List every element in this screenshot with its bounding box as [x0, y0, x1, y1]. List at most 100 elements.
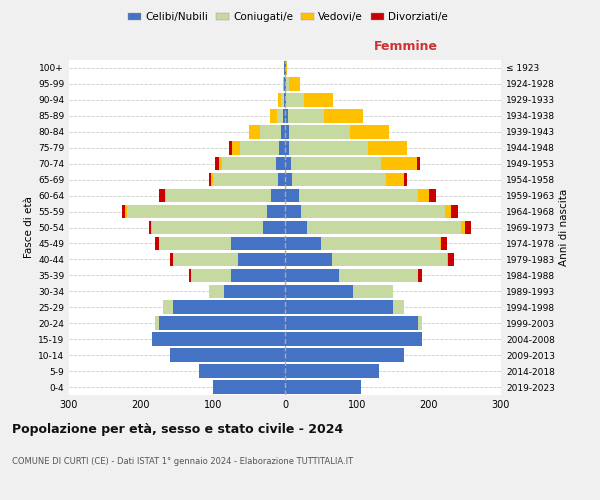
Bar	[155, 316, 159, 330]
Bar	[321, 236, 440, 250]
Bar	[324, 109, 364, 122]
Bar	[285, 332, 422, 346]
Bar	[209, 284, 224, 298]
Bar	[281, 93, 284, 106]
Bar	[271, 189, 285, 202]
Bar	[285, 380, 361, 394]
Bar	[368, 141, 407, 154]
Bar	[451, 205, 458, 218]
Bar	[159, 236, 231, 250]
Bar	[263, 220, 285, 234]
Bar	[281, 125, 285, 138]
Bar	[417, 157, 421, 170]
Bar	[285, 173, 292, 186]
Bar	[285, 125, 289, 138]
Bar	[440, 236, 441, 250]
Bar	[441, 236, 447, 250]
Bar	[278, 93, 281, 106]
Bar	[231, 268, 285, 282]
Bar	[291, 157, 381, 170]
Bar	[191, 268, 231, 282]
Bar	[151, 220, 152, 234]
Bar	[288, 109, 324, 122]
Bar	[231, 236, 285, 250]
Bar	[285, 93, 286, 106]
Y-axis label: Fasce di età: Fasce di età	[24, 196, 34, 258]
Bar	[332, 252, 447, 266]
Bar	[304, 93, 333, 106]
Bar	[418, 268, 422, 282]
Bar	[173, 252, 238, 266]
Bar	[283, 109, 285, 122]
Bar	[260, 125, 281, 138]
Bar	[448, 252, 454, 266]
Bar	[285, 348, 404, 362]
Bar	[353, 284, 393, 298]
Bar	[155, 236, 159, 250]
Bar	[249, 125, 260, 138]
Bar	[286, 77, 289, 90]
Bar	[301, 205, 445, 218]
Bar	[289, 141, 368, 154]
Text: Popolazione per età, sesso e stato civile - 2024: Popolazione per età, sesso e stato civil…	[12, 422, 343, 436]
Bar	[465, 220, 471, 234]
Bar	[125, 205, 127, 218]
Bar	[289, 77, 300, 90]
Bar	[159, 189, 165, 202]
Bar	[307, 220, 461, 234]
Bar	[404, 173, 407, 186]
Bar	[285, 189, 299, 202]
Bar	[165, 189, 166, 202]
Bar	[219, 157, 223, 170]
Bar	[286, 93, 304, 106]
Bar	[189, 268, 191, 282]
Bar	[215, 157, 219, 170]
Bar	[209, 173, 211, 186]
Bar	[277, 109, 283, 122]
Bar	[232, 141, 239, 154]
Bar	[286, 61, 287, 75]
Bar	[213, 380, 285, 394]
Bar	[170, 348, 285, 362]
Bar	[418, 189, 429, 202]
Bar	[285, 236, 321, 250]
Bar	[284, 77, 285, 90]
Bar	[284, 61, 285, 75]
Bar	[239, 141, 279, 154]
Bar	[278, 173, 285, 186]
Bar	[159, 316, 285, 330]
Bar	[393, 300, 404, 314]
Bar	[285, 316, 418, 330]
Bar	[163, 300, 173, 314]
Bar	[285, 284, 353, 298]
Bar	[166, 189, 271, 202]
Bar	[386, 173, 404, 186]
Bar	[284, 93, 285, 106]
Bar	[285, 109, 288, 122]
Bar	[285, 268, 339, 282]
Bar	[152, 332, 285, 346]
Text: COMUNE DI CURTI (CE) - Dati ISTAT 1° gennaio 2024 - Elaborazione TUTTITALIA.IT: COMUNE DI CURTI (CE) - Dati ISTAT 1° gen…	[12, 458, 353, 466]
Bar	[285, 364, 379, 378]
Bar	[285, 77, 286, 90]
Bar	[292, 173, 386, 186]
Bar	[279, 141, 285, 154]
Bar	[149, 220, 151, 234]
Bar	[238, 252, 285, 266]
Bar	[122, 205, 125, 218]
Bar	[229, 141, 232, 154]
Bar	[285, 220, 307, 234]
Bar	[461, 220, 465, 234]
Bar	[285, 61, 286, 75]
Bar	[127, 205, 267, 218]
Bar	[270, 109, 277, 122]
Bar	[224, 284, 285, 298]
Bar	[152, 220, 263, 234]
Y-axis label: Anni di nascita: Anni di nascita	[559, 189, 569, 266]
Bar	[285, 300, 393, 314]
Bar	[285, 252, 332, 266]
Legend: Celibi/Nubili, Coniugati/e, Vedovi/e, Divorziati/e: Celibi/Nubili, Coniugati/e, Vedovi/e, Di…	[124, 8, 452, 26]
Bar	[223, 157, 277, 170]
Bar	[445, 205, 451, 218]
Bar	[285, 157, 291, 170]
